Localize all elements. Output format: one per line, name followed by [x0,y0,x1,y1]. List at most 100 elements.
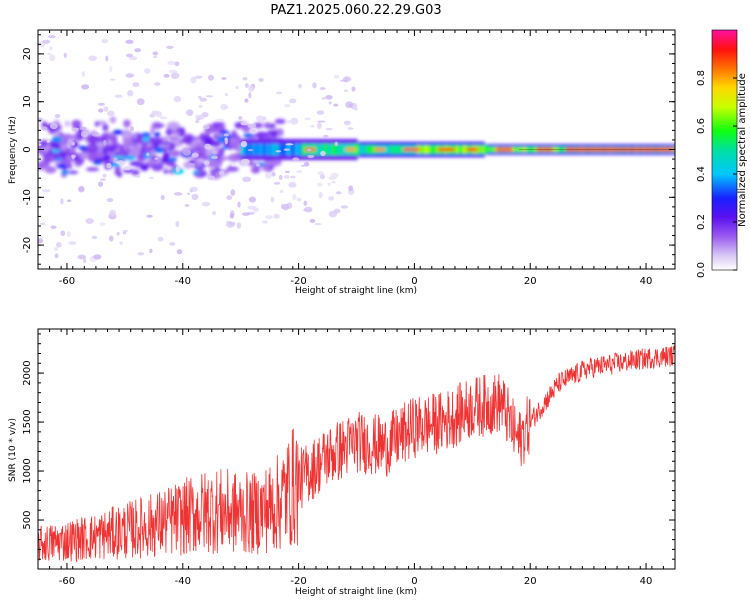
spectrogram-peak [243,133,255,138]
spectrogram-speckle [126,53,134,58]
spectrogram-speckle [191,193,199,201]
spectrogram-cell [86,142,100,153]
spectrogram-cell [58,132,64,137]
spectrogram-band [435,145,439,154]
spectrogram-speckle [207,74,215,81]
snr-y-axis-label: SNR (10 * v/v) [8,418,18,482]
spectrogram-speckle [248,92,252,99]
spectrogram-speckle [328,210,338,218]
spectrogram-band [300,143,305,156]
spectrogram-cell [71,119,82,129]
spectrogram-speckle [215,118,225,122]
spectrogram-speckle [288,181,297,188]
spectrogram-speckle [240,121,249,126]
spectrogram-speckle [203,160,210,166]
spectrogram-cell [85,167,100,172]
spectrogram-speckle [344,76,349,83]
spectrogram-speckle [319,87,326,90]
spectrogram-cell [209,159,223,169]
spectrogram-speckle [325,94,333,100]
spectrogram-band [511,146,515,153]
spectrogram-speckle [303,200,308,206]
spectrogram-speckle [340,205,349,209]
spectrogram-peak [153,132,161,137]
spectrogram-speckle [175,166,181,173]
spectrogram-speckle [226,221,235,228]
spectrogram-speckle [163,73,170,78]
spectrogram-band [483,145,488,154]
spectrogram-x-tick-label: 20 [524,276,537,287]
spectrogram-band [275,143,279,156]
spectrogram-speckle [238,116,243,120]
spectrogram-speckle [218,170,225,176]
spectrogram-band [395,145,400,154]
spectrogram-band [280,143,284,156]
spectrogram-band [361,145,365,154]
spectrogram-speckle [189,186,198,193]
snr-x-tick-label: 40 [640,576,653,587]
spectrogram-speckle [212,210,217,216]
spectrogram-speckle [97,108,104,113]
spectrogram-image [38,35,675,264]
spectrogram-speckle [264,172,272,179]
snr-y-tick-label: 500 [22,510,33,529]
spectrogram-speckle [50,225,57,230]
spectrogram-speckle [54,114,61,119]
spectrogram-speckle [284,174,290,179]
spectrogram-speckle [279,189,284,194]
spectrogram-speckle [328,101,332,105]
spectrogram-x-tick-label: -40 [175,276,191,287]
spectrogram-band [291,143,295,156]
spectrogram-y-tick-label: 10 [22,95,33,108]
spectrogram-speckle [325,128,333,131]
snr-y-tick-label: 1500 [22,409,33,434]
spectrogram-cell [38,160,46,171]
spectrogram-cell [193,160,203,167]
spectrogram-speckle [63,52,67,58]
colorbar-frame [711,29,738,271]
spectrogram-band [240,143,244,156]
spectrogram-band [463,145,467,154]
spectrogram-cell [122,143,130,151]
spectrogram-speckle [100,178,106,181]
spectrogram-band [277,143,281,156]
spectrogram-cell [111,139,119,148]
spectrogram-cell [180,138,193,144]
spectrogram-speckle [71,154,75,160]
snr-x-axis-label: Height of straight line (km) [295,587,417,597]
spectrogram-peak [217,137,227,143]
figure-title: PAZ1.2025.060.22.29.G03 [270,3,441,18]
spectrogram-speckle [226,195,233,201]
spectrogram-x-tick-label: -20 [290,276,306,287]
spectrogram-speckle [271,171,276,177]
spectrogram-speckle [109,78,116,81]
spectrogram-speckle [134,175,141,178]
spectrogram-speckle [122,231,127,235]
spectrogram-speckle [101,38,109,44]
spectrogram-speckle [122,229,129,233]
spectrogram-cell [261,165,268,171]
spectrogram-speckle [314,222,322,226]
snr-ticks: -60 -40 -20 0 20 40 500 1000 1500 2000 [22,329,676,587]
spectrogram-speckle [105,55,109,62]
spectrogram-speckle [286,120,293,124]
spectrogram-band [386,145,390,154]
spectrogram-cell [102,123,109,132]
spectrogram-peak [218,130,230,134]
spectrogram-speckle [71,127,80,132]
spectrogram-ticks: -60 -40 -20 0 20 40 -20 -10 0 10 20 [22,30,676,287]
spectrogram-cell [235,123,241,130]
spectrogram-cell [120,129,133,140]
spectrogram-speckle [127,90,134,97]
spectrogram-speckle [152,55,158,58]
spectrogram-cell [150,127,155,135]
spectrogram-speckle [304,117,311,121]
spectrogram-speckle [236,222,242,229]
spectrogram-band [261,143,265,156]
spectrogram-speckle [242,76,248,81]
spectrogram-cell [228,153,241,163]
snr-x-tick-label: -40 [175,576,191,587]
spectrogram-cell [270,131,278,138]
spectrogram-peak [51,136,63,143]
spectrogram-band [326,143,330,156]
